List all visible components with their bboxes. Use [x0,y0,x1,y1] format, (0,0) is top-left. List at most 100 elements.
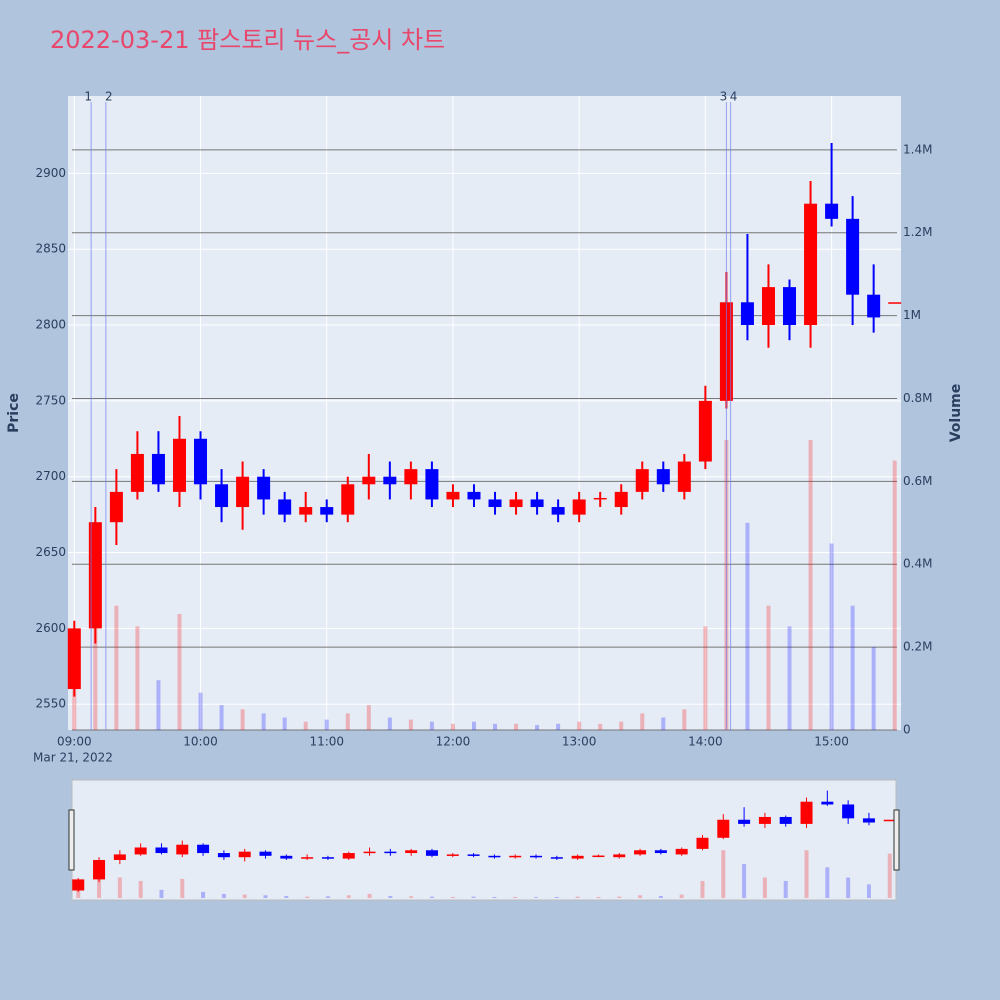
mini-volume-bar [97,867,102,898]
mini-candle-body [883,819,896,822]
volume-bar [871,647,876,730]
candle-body [257,476,271,500]
mini-candle-body [446,854,459,856]
y2-tick-label: 0.6M [903,474,932,488]
candle-body [299,507,313,515]
candle-body [194,438,208,485]
candle-body [867,294,881,318]
mini-volume-bar [263,895,268,898]
y2-tick-label: 1.4M [903,142,932,156]
volume-bar [471,721,476,730]
y-tick-label: 2700 [35,469,66,483]
mini-volume-bar [513,896,518,898]
mini-volume-bar [721,850,726,898]
mini-volume-bar [180,878,185,898]
volume-bar [240,709,245,730]
volume-bar [850,605,855,730]
mini-volume-bar [762,877,767,898]
candle-body [88,522,102,629]
slider-handle[interactable] [893,809,900,871]
mini-candle-body [425,850,438,856]
slider-handle[interactable] [68,809,75,871]
volume-bar [303,721,308,730]
mini-volume-bar [159,889,164,898]
news-label: 3 [720,90,728,104]
candle-body [383,476,397,485]
candle-body [846,218,860,295]
mini-volume-bar [221,893,226,898]
news-label: 4 [730,90,738,104]
mini-candle-body [717,819,730,838]
mini-candle-body [238,851,251,858]
x-tick-label: 11:00 [309,735,344,749]
mini-volume-bar [138,880,143,898]
candle-body [740,302,754,326]
x-tick-label: 12:00 [436,735,471,749]
x-date-label: Mar 21, 2022 [33,751,113,765]
volume-bar [135,626,140,730]
mini-volume-bar [429,896,434,898]
mini-volume-bar [534,897,539,898]
mini-volume-bar [388,895,393,898]
volume-bar [261,713,266,730]
mini-volume-bar [450,896,455,898]
mini-candle-body [217,853,230,858]
mini-candle-body [342,853,355,859]
mini-volume-bar [409,896,414,898]
candle-body [761,287,775,326]
y2-axis-title: Volume [948,384,964,443]
volume-bar [72,680,77,730]
mini-volume-bar [866,884,871,898]
mini-volume-bar [887,853,892,898]
mini-candle-body [134,847,147,855]
volume-bar [829,543,834,730]
mini-candle-body [363,851,376,854]
candle-body [215,484,229,508]
mini-volume-bar [117,877,122,898]
mini-candle-body [800,801,813,824]
range-slider[interactable] [71,779,897,901]
mini-candle-body [321,857,334,859]
mini-candle-body [696,837,709,849]
volume-bar [114,605,119,730]
volume-bar [219,705,224,730]
volume-bar [282,717,287,730]
mini-candle-body [592,855,605,858]
candle-body [572,499,586,515]
y-tick-label: 2850 [35,242,66,256]
mini-volume-bar [305,896,310,898]
mini-volume-bar [638,895,643,898]
volume-bar [661,717,666,730]
volume-bar [514,723,519,730]
mini-candle-body [862,818,875,823]
candle-body [635,469,649,492]
mini-candle-body [72,879,85,891]
candle-body [172,438,186,492]
mini-volume-bar [742,863,747,898]
candle-body [425,469,439,500]
mini-volume-bar [783,880,788,898]
mini-volume-bar [471,896,476,898]
candle-body [404,469,418,485]
y-tick-label: 2750 [35,393,66,407]
mini-volume-bar [596,896,601,898]
volume-bar [892,460,897,730]
y2-tick-label: 1.2M [903,225,932,239]
mini-volume-bar [554,896,559,898]
candle-body [236,476,250,508]
candle-body [320,507,334,515]
mini-volume-bar [679,894,684,898]
mini-volume-bar [492,896,497,898]
volume-bar [198,692,203,730]
mini-candle-body [93,859,106,880]
mini-candle-body [488,855,501,858]
x-tick-label: 14:00 [688,735,723,749]
y2-tick-label: 0.8M [903,391,932,405]
chart-title: 2022-03-21 팜스토리 뉴스_공시 차트 [50,26,445,54]
y-tick-label: 2650 [35,545,66,559]
y-axis-title: Price [6,393,22,433]
mini-candle-body [758,816,771,824]
mini-candle-body [821,801,834,805]
candle-body [888,302,902,304]
